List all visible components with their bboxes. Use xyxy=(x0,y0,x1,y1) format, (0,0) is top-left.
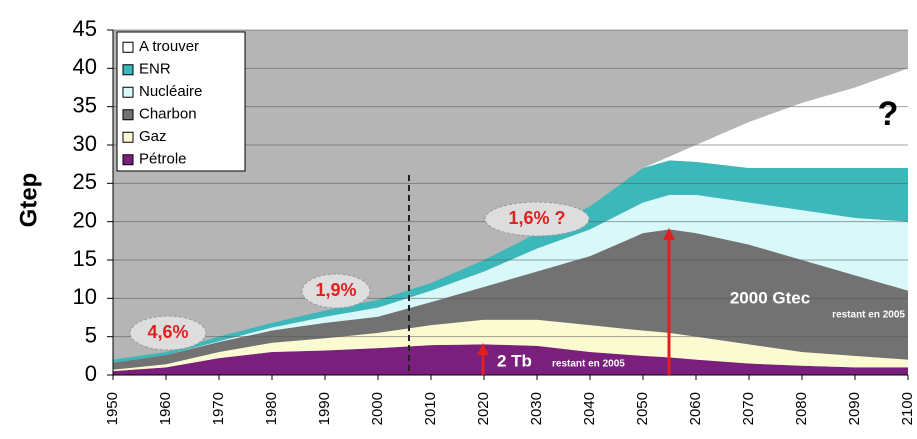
y-tick-label: 20 xyxy=(73,207,97,232)
x-tick-label: 2060 xyxy=(687,392,704,425)
area xyxy=(113,229,908,370)
annotation-bubble xyxy=(301,273,371,309)
legend-label: ENR xyxy=(139,61,171,78)
y-tick-label: 10 xyxy=(73,284,97,309)
legend-label: Gaz xyxy=(139,128,167,145)
annotation: restant en 2005 xyxy=(832,310,905,321)
annotation: 2000 Gtec xyxy=(730,288,810,307)
y-tick-label: 5 xyxy=(85,322,97,347)
x-tick-label: 2080 xyxy=(793,392,810,425)
y-tick-label: 15 xyxy=(73,246,97,271)
legend-label: Nucléaire xyxy=(139,83,202,100)
x-tick-label: 1970 xyxy=(210,392,227,425)
annotation: 2 Tb xyxy=(497,351,532,370)
y-tick-label: 45 xyxy=(73,16,97,41)
legend-label: Charbon xyxy=(139,106,197,123)
annotation: ? xyxy=(878,95,899,133)
x-tick-label: 1950 xyxy=(104,392,121,425)
x-tick-label: 2070 xyxy=(740,392,757,425)
area xyxy=(113,68,908,360)
arrow-head xyxy=(477,343,489,355)
y-tick-label: 0 xyxy=(85,361,97,386)
legend-swatch xyxy=(122,41,134,53)
legend-swatch xyxy=(122,109,134,121)
x-tick-label: 2040 xyxy=(581,392,598,425)
area xyxy=(113,160,908,363)
y-tick-label: 40 xyxy=(73,54,97,79)
y-tick-label: 35 xyxy=(73,92,97,117)
area xyxy=(113,194,908,363)
x-tick-label: 2030 xyxy=(528,392,545,425)
legend-box xyxy=(116,31,246,172)
annotation: 1,9% xyxy=(315,280,356,300)
legend-swatch xyxy=(122,64,134,76)
x-tick-label: 2020 xyxy=(475,392,492,425)
x-tick-label: 1980 xyxy=(263,392,280,425)
y-axis-label: Gtep xyxy=(15,173,42,228)
x-tick-label: 1960 xyxy=(157,392,174,425)
y-tick-label: 25 xyxy=(73,169,97,194)
annotation: 1,6% ? xyxy=(508,208,565,228)
legend-label: Pétrole xyxy=(139,151,187,168)
legend-swatch xyxy=(122,131,134,143)
annotation: 4,6% xyxy=(147,322,188,342)
annotation-bubble xyxy=(484,201,590,237)
x-tick-label: 2050 xyxy=(634,392,651,425)
legend-swatch xyxy=(122,86,134,98)
arrow-head xyxy=(663,228,675,240)
x-tick-label: 2090 xyxy=(846,392,863,425)
legend-swatch xyxy=(122,154,134,166)
x-tick-label: 1990 xyxy=(316,392,333,425)
annotation: restant en 2005 xyxy=(552,359,625,370)
legend-label: A trouver xyxy=(139,38,199,55)
area xyxy=(113,344,908,375)
y-tick-label: 30 xyxy=(73,131,97,156)
x-tick-label: 2100 xyxy=(899,392,916,425)
area xyxy=(113,319,908,372)
x-tick-label: 2000 xyxy=(369,392,386,425)
x-tick-label: 2010 xyxy=(422,392,439,425)
annotation-bubble xyxy=(129,315,207,351)
